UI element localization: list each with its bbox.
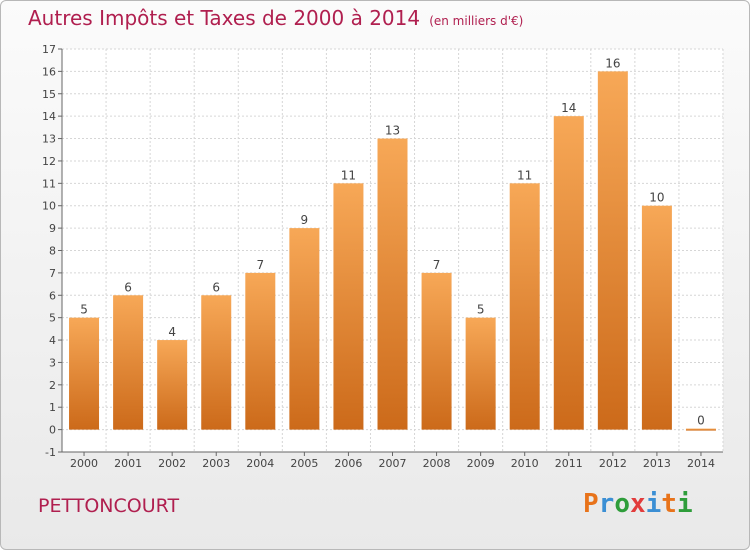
bar-value-label: 13 <box>385 124 400 138</box>
bar-value-label: 5 <box>80 303 88 317</box>
y-tick-label: 0 <box>49 424 56 437</box>
y-tick-label: 10 <box>42 200 56 213</box>
x-tick-label: 2003 <box>202 457 230 470</box>
x-tick-label: 2011 <box>555 457 583 470</box>
logo-letter: P <box>583 489 599 519</box>
x-tick-label: 2007 <box>379 457 407 470</box>
bar <box>69 317 100 430</box>
chart-title-unit: (en milliers d'€) <box>429 14 524 28</box>
bar <box>245 272 276 430</box>
logo-letter: i <box>645 489 662 519</box>
x-tick-label: 2010 <box>511 457 539 470</box>
logo-letter: x <box>629 489 646 519</box>
x-tick-label: 2000 <box>70 457 98 470</box>
grid-lines <box>61 48 724 453</box>
bar <box>465 317 496 430</box>
y-tick-label: 8 <box>49 245 56 258</box>
y-tick-label: -1 <box>45 446 56 459</box>
axes <box>58 48 723 456</box>
logo-letter: o <box>614 489 630 519</box>
bar <box>289 228 320 430</box>
bar-value-label: 6 <box>212 280 220 294</box>
y-tick-label: 11 <box>42 177 56 190</box>
bar-value-label: 0 <box>697 414 705 428</box>
commune-name: PETTONCOURT <box>38 495 180 517</box>
bar <box>333 183 364 430</box>
y-tick-label: 4 <box>49 334 56 347</box>
bars <box>69 71 716 431</box>
bar-value-label: 10 <box>649 191 664 205</box>
chart-title: Autres Impôts et Taxes de 2000 à 2014 (e… <box>28 6 523 30</box>
y-tick-label: 12 <box>42 155 56 168</box>
x-tick-label: 2013 <box>643 457 671 470</box>
chart-title-main: Autres Impôts et Taxes de 2000 à 2014 <box>28 6 421 30</box>
y-tick-label: 5 <box>49 312 56 325</box>
y-tick-label: 6 <box>49 289 56 302</box>
proxiti-logo: Proxiti <box>583 489 693 519</box>
bar <box>201 295 232 430</box>
y-tick-label: 13 <box>42 133 56 146</box>
y-tick-label: 15 <box>42 88 56 101</box>
bar <box>157 340 188 430</box>
bar <box>113 295 144 430</box>
x-tick-label: 2004 <box>246 457 274 470</box>
y-tick-label: 1 <box>49 401 56 414</box>
logo-letter: i <box>676 489 693 519</box>
y-tick-label: 14 <box>42 110 56 123</box>
labels: -101234567891011121314151617520006200142… <box>42 43 715 470</box>
y-tick-label: 9 <box>49 222 56 235</box>
bar <box>553 116 584 430</box>
bar <box>509 183 540 430</box>
logo-letter: t <box>661 489 677 519</box>
y-tick-label: 2 <box>49 379 56 392</box>
x-tick-label: 2002 <box>158 457 186 470</box>
y-tick-label: 3 <box>49 356 56 369</box>
bar <box>685 428 716 431</box>
bar-value-label: 7 <box>433 258 441 272</box>
x-tick-label: 2001 <box>114 457 142 470</box>
y-tick-label: 7 <box>49 267 56 280</box>
bar <box>597 71 628 430</box>
y-tick-label: 17 <box>42 43 56 56</box>
bar-value-label: 6 <box>124 280 132 294</box>
x-tick-label: 2006 <box>334 457 362 470</box>
x-tick-label: 2005 <box>290 457 318 470</box>
bar <box>421 272 452 430</box>
bar-value-label: 14 <box>561 101 576 115</box>
bar-value-label: 4 <box>168 325 176 339</box>
bar-value-label: 7 <box>256 258 264 272</box>
logo-letter: r <box>598 489 615 519</box>
x-tick-label: 2014 <box>687 457 715 470</box>
y-tick-label: 16 <box>42 65 56 78</box>
x-tick-label: 2009 <box>467 457 495 470</box>
bar-value-label: 11 <box>341 168 356 182</box>
bar-value-label: 9 <box>301 213 309 227</box>
x-tick-label: 2008 <box>423 457 451 470</box>
bar <box>377 138 408 430</box>
bar-value-label: 16 <box>605 56 620 70</box>
bar-value-label: 5 <box>477 303 485 317</box>
bar-value-label: 11 <box>517 168 532 182</box>
x-tick-label: 2012 <box>599 457 627 470</box>
bar <box>641 205 672 430</box>
